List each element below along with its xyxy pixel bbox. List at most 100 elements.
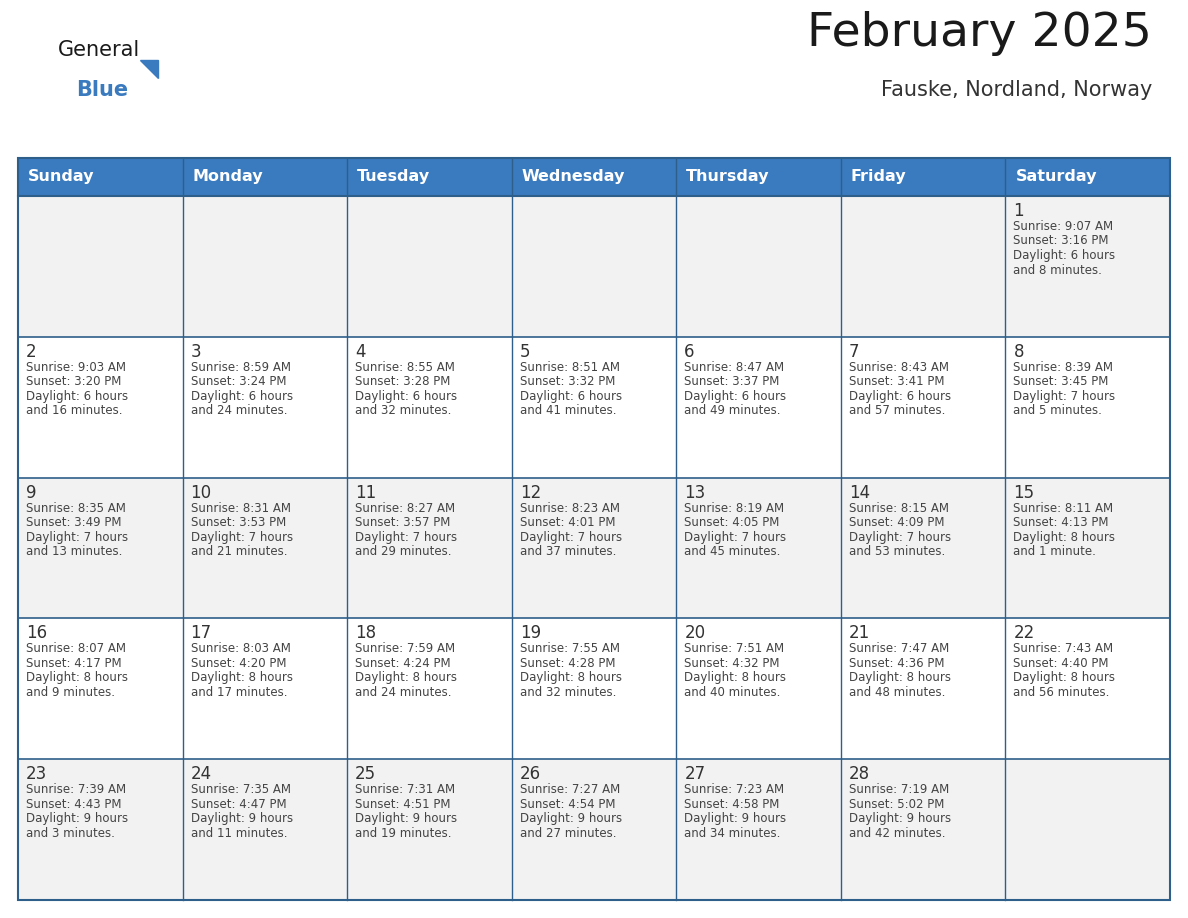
Text: Sunset: 4:40 PM: Sunset: 4:40 PM: [1013, 657, 1108, 670]
Text: Sunrise: 8:23 AM: Sunrise: 8:23 AM: [519, 501, 620, 515]
Text: Monday: Monday: [192, 170, 264, 185]
Text: Daylight: 9 hours: Daylight: 9 hours: [26, 812, 128, 825]
Text: and 29 minutes.: and 29 minutes.: [355, 545, 451, 558]
Text: 20: 20: [684, 624, 706, 643]
Text: Thursday: Thursday: [687, 170, 770, 185]
Bar: [18, 158, 1170, 196]
Text: and 5 minutes.: and 5 minutes.: [1013, 404, 1102, 418]
Text: Sunrise: 8:15 AM: Sunrise: 8:15 AM: [849, 501, 949, 515]
Text: and 24 minutes.: and 24 minutes.: [190, 404, 287, 418]
Polygon shape: [140, 60, 158, 78]
Text: and 42 minutes.: and 42 minutes.: [849, 827, 946, 840]
Text: Wednesday: Wednesday: [522, 170, 625, 185]
Text: Sunrise: 7:39 AM: Sunrise: 7:39 AM: [26, 783, 126, 796]
Text: Sunset: 4:47 PM: Sunset: 4:47 PM: [190, 798, 286, 811]
Text: Daylight: 7 hours: Daylight: 7 hours: [1013, 390, 1116, 403]
Text: and 49 minutes.: and 49 minutes.: [684, 404, 781, 418]
Text: Sunset: 4:01 PM: Sunset: 4:01 PM: [519, 516, 615, 529]
Text: Sunrise: 7:27 AM: Sunrise: 7:27 AM: [519, 783, 620, 796]
Text: Daylight: 7 hours: Daylight: 7 hours: [519, 531, 621, 543]
Text: 6: 6: [684, 342, 695, 361]
Text: and 17 minutes.: and 17 minutes.: [190, 686, 287, 699]
Text: Sunset: 4:32 PM: Sunset: 4:32 PM: [684, 657, 779, 670]
Text: Sunrise: 8:59 AM: Sunrise: 8:59 AM: [190, 361, 291, 374]
Text: Sunrise: 7:55 AM: Sunrise: 7:55 AM: [519, 643, 620, 655]
Text: Sunrise: 8:55 AM: Sunrise: 8:55 AM: [355, 361, 455, 374]
Text: Sunrise: 7:19 AM: Sunrise: 7:19 AM: [849, 783, 949, 796]
Text: Daylight: 9 hours: Daylight: 9 hours: [849, 812, 950, 825]
Text: and 37 minutes.: and 37 minutes.: [519, 545, 617, 558]
Text: Sunset: 4:17 PM: Sunset: 4:17 PM: [26, 657, 121, 670]
Text: Sunset: 4:24 PM: Sunset: 4:24 PM: [355, 657, 450, 670]
Text: Daylight: 7 hours: Daylight: 7 hours: [190, 531, 292, 543]
Text: and 53 minutes.: and 53 minutes.: [849, 545, 946, 558]
Text: Friday: Friday: [851, 170, 906, 185]
Text: and 3 minutes.: and 3 minutes.: [26, 827, 115, 840]
Text: Sunrise: 8:11 AM: Sunrise: 8:11 AM: [1013, 501, 1113, 515]
Bar: [18, 619, 1170, 759]
Text: Sunrise: 8:43 AM: Sunrise: 8:43 AM: [849, 361, 949, 374]
Text: and 9 minutes.: and 9 minutes.: [26, 686, 115, 699]
Text: Sunrise: 8:35 AM: Sunrise: 8:35 AM: [26, 501, 126, 515]
Text: Sunset: 3:49 PM: Sunset: 3:49 PM: [26, 516, 121, 529]
Text: Daylight: 6 hours: Daylight: 6 hours: [190, 390, 292, 403]
Text: Sunday: Sunday: [29, 170, 95, 185]
Text: 16: 16: [26, 624, 48, 643]
Text: Sunset: 4:28 PM: Sunset: 4:28 PM: [519, 657, 615, 670]
Text: Saturday: Saturday: [1016, 170, 1097, 185]
Text: Sunset: 3:32 PM: Sunset: 3:32 PM: [519, 375, 615, 388]
Text: Sunset: 4:36 PM: Sunset: 4:36 PM: [849, 657, 944, 670]
Text: 8: 8: [1013, 342, 1024, 361]
Text: Sunrise: 7:43 AM: Sunrise: 7:43 AM: [1013, 643, 1113, 655]
Text: and 40 minutes.: and 40 minutes.: [684, 686, 781, 699]
Text: Daylight: 7 hours: Daylight: 7 hours: [26, 531, 128, 543]
Text: and 41 minutes.: and 41 minutes.: [519, 404, 617, 418]
Text: and 8 minutes.: and 8 minutes.: [1013, 263, 1102, 276]
Text: Sunset: 3:41 PM: Sunset: 3:41 PM: [849, 375, 944, 388]
Text: Sunset: 4:09 PM: Sunset: 4:09 PM: [849, 516, 944, 529]
Text: Sunset: 4:54 PM: Sunset: 4:54 PM: [519, 798, 615, 811]
Text: Sunrise: 9:03 AM: Sunrise: 9:03 AM: [26, 361, 126, 374]
Text: Sunset: 4:05 PM: Sunset: 4:05 PM: [684, 516, 779, 529]
Text: Sunrise: 7:59 AM: Sunrise: 7:59 AM: [355, 643, 455, 655]
Text: 24: 24: [190, 766, 211, 783]
Text: and 32 minutes.: and 32 minutes.: [519, 686, 617, 699]
Text: Daylight: 6 hours: Daylight: 6 hours: [849, 390, 950, 403]
Text: Sunrise: 7:23 AM: Sunrise: 7:23 AM: [684, 783, 784, 796]
Text: 9: 9: [26, 484, 37, 501]
Text: 14: 14: [849, 484, 870, 501]
Text: and 56 minutes.: and 56 minutes.: [1013, 686, 1110, 699]
Text: Daylight: 8 hours: Daylight: 8 hours: [1013, 531, 1116, 543]
Text: 10: 10: [190, 484, 211, 501]
Bar: [18, 196, 1170, 337]
Bar: [18, 759, 1170, 900]
Text: 27: 27: [684, 766, 706, 783]
Text: Sunrise: 7:31 AM: Sunrise: 7:31 AM: [355, 783, 455, 796]
Text: February 2025: February 2025: [807, 11, 1152, 56]
Text: Sunset: 4:43 PM: Sunset: 4:43 PM: [26, 798, 121, 811]
Text: Sunset: 4:51 PM: Sunset: 4:51 PM: [355, 798, 450, 811]
Text: Sunrise: 8:51 AM: Sunrise: 8:51 AM: [519, 361, 620, 374]
Text: Sunset: 3:45 PM: Sunset: 3:45 PM: [1013, 375, 1108, 388]
Text: 22: 22: [1013, 624, 1035, 643]
Text: Sunrise: 8:27 AM: Sunrise: 8:27 AM: [355, 501, 455, 515]
Text: Tuesday: Tuesday: [358, 170, 430, 185]
Text: 19: 19: [519, 624, 541, 643]
Text: 2: 2: [26, 342, 37, 361]
Text: Fauske, Nordland, Norway: Fauske, Nordland, Norway: [880, 80, 1152, 100]
Text: and 34 minutes.: and 34 minutes.: [684, 827, 781, 840]
Text: Sunset: 4:13 PM: Sunset: 4:13 PM: [1013, 516, 1108, 529]
Text: Daylight: 9 hours: Daylight: 9 hours: [190, 812, 292, 825]
Text: Sunset: 3:37 PM: Sunset: 3:37 PM: [684, 375, 779, 388]
Text: Sunrise: 8:47 AM: Sunrise: 8:47 AM: [684, 361, 784, 374]
Text: Sunrise: 7:51 AM: Sunrise: 7:51 AM: [684, 643, 784, 655]
Bar: [18, 477, 1170, 619]
Text: Daylight: 8 hours: Daylight: 8 hours: [355, 671, 457, 685]
Text: and 48 minutes.: and 48 minutes.: [849, 686, 946, 699]
Text: 21: 21: [849, 624, 870, 643]
Text: and 11 minutes.: and 11 minutes.: [190, 827, 287, 840]
Text: Sunrise: 9:07 AM: Sunrise: 9:07 AM: [1013, 220, 1113, 233]
Text: Sunrise: 8:19 AM: Sunrise: 8:19 AM: [684, 501, 784, 515]
Text: 1: 1: [1013, 202, 1024, 220]
Text: Daylight: 6 hours: Daylight: 6 hours: [519, 390, 621, 403]
